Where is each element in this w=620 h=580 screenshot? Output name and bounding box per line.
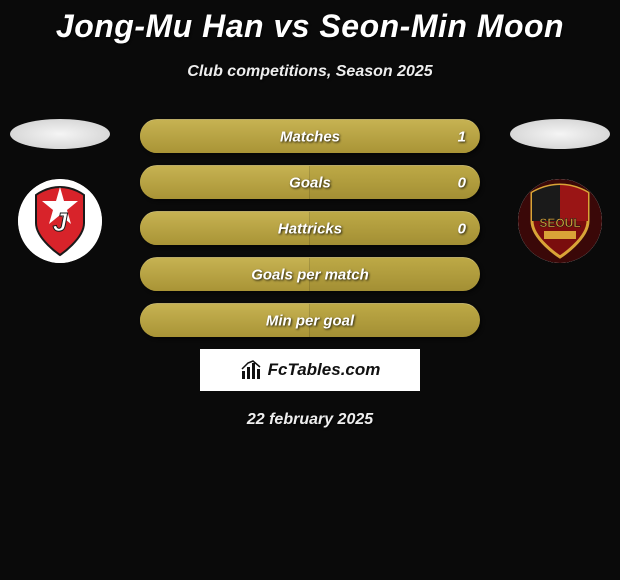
right-column: SEOUL [510, 119, 610, 263]
stat-label: Hattricks [278, 220, 342, 237]
stat-bar-gpm: Goals per match [140, 257, 480, 291]
left-column: J [10, 119, 110, 263]
crest-left-svg: J [18, 179, 102, 263]
stat-bar-mpg: Min per goal [140, 303, 480, 337]
chart-bars-icon [240, 359, 262, 381]
crest-right-svg: SEOUL [518, 179, 602, 263]
stat-label: Goals per match [251, 266, 369, 283]
stat-value: 0 [458, 220, 466, 237]
stat-bar-matches: Matches 1 [140, 119, 480, 153]
page-title: Jong-Mu Han vs Seon-Min Moon [0, 0, 620, 45]
player-photo-left [10, 119, 110, 149]
stat-label: Min per goal [266, 312, 354, 329]
brand-text: FcTables.com [268, 360, 381, 380]
svg-text:SEOUL: SEOUL [539, 216, 580, 230]
stat-bar-hattricks: Hattricks 0 [140, 211, 480, 245]
team-crest-left: J [18, 179, 102, 263]
stat-label: Matches [280, 128, 340, 145]
brand-box: FcTables.com [200, 349, 420, 391]
stat-bars: Matches 1 Goals 0 Hattricks 0 Goals per … [140, 119, 480, 337]
svg-text:J: J [53, 207, 68, 237]
subtitle: Club competitions, Season 2025 [0, 63, 620, 81]
stat-value: 1 [458, 128, 466, 145]
comparison-content: J SEOUL Matches 1 Goals 0 [0, 119, 620, 429]
team-crest-right: SEOUL [518, 179, 602, 263]
stat-fill [140, 166, 310, 199]
stat-bar-goals: Goals 0 [140, 165, 480, 199]
stat-label: Goals [289, 174, 331, 191]
player-photo-right [510, 119, 610, 149]
date: 22 february 2025 [0, 411, 620, 429]
stat-value: 0 [458, 174, 466, 191]
